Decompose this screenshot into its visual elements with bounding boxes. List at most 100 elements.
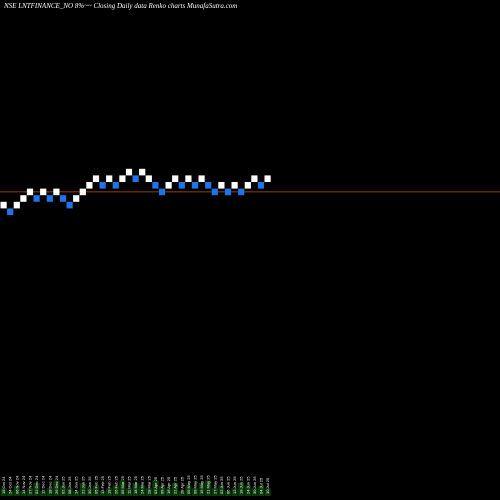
- x-tick-label: 05 Mar 25: [120, 475, 125, 494]
- volume-bar: [172, 483, 179, 496]
- volume-bar: [40, 490, 47, 496]
- volume-bar: [112, 485, 119, 496]
- volume-bar: [73, 490, 80, 496]
- volume-bar: [92, 485, 100, 496]
- x-tick-label: 02 Jun 25: [219, 476, 224, 494]
- volume-bar: [264, 488, 271, 496]
- x-tick-label: 14 Nov 24: [21, 475, 26, 494]
- renko-brick-up: [231, 182, 238, 189]
- volume-bar: [231, 488, 238, 496]
- volume-bar: [158, 485, 166, 496]
- x-tick-label: 22 Apr 25: [173, 476, 178, 494]
- x-tick-label: 26 Feb 25: [113, 475, 118, 494]
- volume-bar: [119, 480, 126, 496]
- volume-bar: [145, 488, 152, 496]
- x-tick-label: 30 Jun 25: [252, 476, 257, 494]
- x-tick-label: 10 Jul 25: [265, 477, 270, 494]
- volume-bar: [7, 490, 14, 496]
- renko-brick-down: [33, 195, 40, 202]
- renko-brick-down: [99, 182, 106, 189]
- renko-brick-up: [53, 188, 60, 196]
- renko-brick-down: [205, 182, 212, 189]
- x-tick-label: 22 Jan 25: [80, 476, 85, 494]
- renko-brick-down: [257, 182, 265, 189]
- volume-bar: [178, 490, 185, 496]
- x-tick-label: 14 Jan 25: [74, 476, 79, 494]
- volume-bar: [79, 483, 86, 496]
- volume-bar: [99, 490, 106, 496]
- x-tick-label: 03 Apr 25: [153, 476, 158, 494]
- renko-brick-up: [0, 201, 7, 209]
- renko-brick-down: [132, 175, 139, 182]
- volume-bar: [152, 480, 159, 496]
- x-tick-label: 11 Mar 25: [127, 476, 132, 494]
- x-tick-label: 18 Mar 25: [133, 475, 138, 494]
- renko-brick-down: [238, 188, 245, 196]
- x-tick-label: 06 Jun 25: [226, 476, 231, 494]
- renko-brick-up: [125, 168, 133, 176]
- volume-bar: [132, 483, 139, 496]
- volume-bar: [238, 483, 245, 496]
- x-tick-label: 16 Apr 25: [166, 476, 171, 494]
- renko-brick-up: [198, 175, 205, 182]
- renko-brick-up: [264, 175, 271, 182]
- renko-brick-down: [152, 182, 159, 189]
- volume-bar: [251, 488, 258, 496]
- x-tick-label: 28 Apr 25: [179, 476, 184, 494]
- x-tick-label: 02 Jan 25: [61, 476, 66, 494]
- x-tick-label: 27 Nov 24: [28, 475, 33, 494]
- renko-brick-up: [185, 175, 192, 182]
- renko-brick-up: [73, 195, 80, 202]
- renko-brick-down: [211, 188, 218, 196]
- x-tick-label: 06 Nov 24: [14, 475, 19, 494]
- renko-brick-up: [13, 201, 20, 209]
- volume-bar: [53, 480, 60, 496]
- renko-brick-up: [20, 195, 27, 202]
- renko-brick-up: [172, 175, 179, 182]
- renko-brick-up: [40, 188, 47, 196]
- volume-bar: [59, 485, 67, 496]
- x-tick-label: 21 May 25: [206, 475, 211, 494]
- volume-bar: [185, 485, 192, 496]
- renko-brick-up: [86, 182, 93, 189]
- renko-brick-up: [251, 175, 258, 182]
- chart-title: NSE LNTFINANCE_NO 8%~~ Closing Daily dat…: [4, 2, 238, 10]
- volume-bar: [106, 488, 113, 496]
- volume-bar: [205, 480, 212, 496]
- x-tick-label: 24 Mar 25: [140, 475, 145, 494]
- renko-brick-up: [106, 175, 113, 182]
- x-tick-label: 15 Oct 24: [1, 476, 6, 494]
- x-tick-label: 30 Jan 25: [87, 476, 92, 494]
- renko-brick-down: [158, 188, 166, 196]
- volume-bar: [0, 488, 7, 496]
- x-tick-label: 12 Dec 24: [41, 475, 46, 494]
- renko-brick-up: [244, 182, 251, 189]
- x-tick-label: 09 Apr 25: [160, 476, 165, 494]
- x-tick-label: 18 Jun 25: [239, 476, 244, 494]
- renko-brick-down: [7, 208, 14, 215]
- x-tick-label: 12 Jun 25: [232, 476, 237, 494]
- renko-brick-down: [112, 182, 119, 189]
- x-tick-label: 24 Jun 25: [245, 476, 250, 494]
- volume-bar: [191, 488, 199, 496]
- volume-bar: [211, 488, 218, 496]
- renko-brick-down: [178, 182, 185, 189]
- volume-bar: [224, 490, 232, 496]
- x-tick-label: 24 Oct 24: [8, 476, 13, 494]
- x-tick-label: 27 May 25: [212, 475, 217, 494]
- renko-brick-up: [92, 175, 100, 182]
- x-tick-label: 04 Jul 25: [259, 477, 264, 494]
- volume-bar: [86, 488, 93, 496]
- volume-bar: [244, 485, 251, 496]
- renko-brick-up: [145, 175, 152, 182]
- renko-brick-down: [191, 182, 199, 189]
- x-tick-label: 18 Dec 24: [47, 475, 52, 494]
- renko-brick-up: [165, 182, 172, 189]
- renko-brick-down: [46, 195, 53, 202]
- volume-bar: [66, 488, 73, 496]
- x-tick-label: 19 Feb 25: [107, 475, 112, 494]
- volume-bar: [218, 485, 225, 496]
- volume-bar: [139, 485, 146, 496]
